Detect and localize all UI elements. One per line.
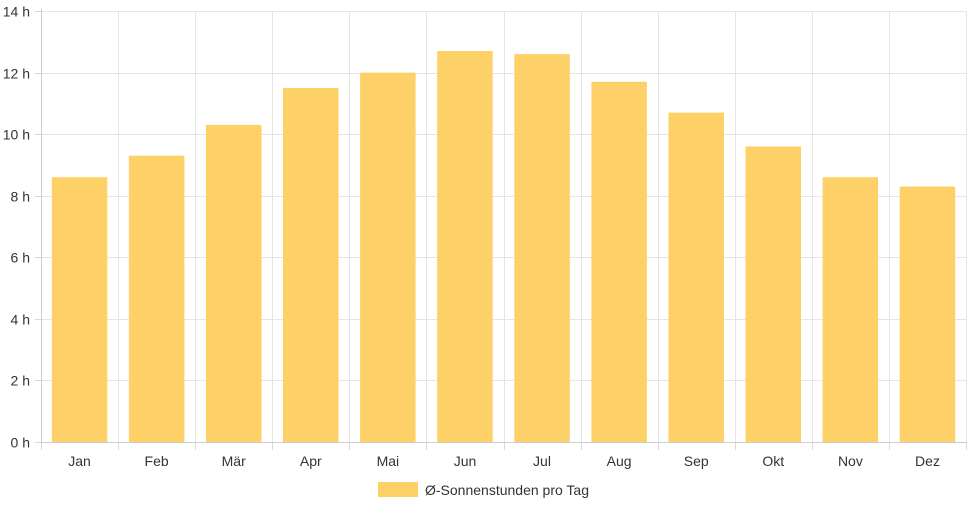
x-tick-label: Dez <box>915 453 940 469</box>
y-axis-ticks: 0 h 2 h 4 h 6 h 8 h 10 h 12 h 14 h <box>3 4 41 451</box>
x-tick-label: Aug <box>607 453 632 469</box>
x-tick-label: Apr <box>300 453 322 469</box>
bar-jun <box>437 51 493 442</box>
bar-aug <box>591 81 647 443</box>
bar-okt <box>745 146 801 442</box>
legend[interactable]: Ø-Sonnenstunden pro Tag <box>378 482 589 498</box>
x-tick-label: Sep <box>684 453 709 469</box>
y-tick-label: 8 h <box>11 189 30 205</box>
bar-dez <box>899 186 956 442</box>
y-tick-label: 10 h <box>3 127 30 143</box>
bar-nov <box>822 177 879 442</box>
x-tick-label: Feb <box>145 453 169 469</box>
y-tick-label: 4 h <box>11 312 30 328</box>
bar-mai <box>360 72 416 442</box>
bar-mär <box>206 124 262 443</box>
x-axis-ticks: Jan Feb Mär Apr Mai Jun Jul Aug Sep Okt Nov Dez <box>68 453 940 469</box>
x-tick-label: Jul <box>533 453 551 469</box>
x-tick-label: Jan <box>68 453 91 469</box>
bar-apr <box>283 88 339 442</box>
bar-sep <box>668 112 724 442</box>
bars <box>51 51 956 443</box>
y-tick-label: 2 h <box>11 373 30 389</box>
x-tick-label: Jun <box>454 453 477 469</box>
y-tick-label: 6 h <box>11 250 30 266</box>
x-tick-label: Mär <box>222 453 246 469</box>
x-tick-label: Nov <box>838 453 863 469</box>
x-tick-label: Okt <box>762 453 784 469</box>
y-tick-label: 0 h <box>11 435 30 451</box>
bar-jul <box>514 54 570 442</box>
legend-swatch[interactable] <box>378 482 418 497</box>
grid-lines <box>41 11 967 442</box>
bar-jan <box>51 177 108 442</box>
legend-label[interactable]: Ø-Sonnenstunden pro Tag <box>425 482 589 498</box>
bar-feb <box>128 155 185 442</box>
y-tick-label: 12 h <box>3 66 30 82</box>
x-tick-label: Mai <box>377 453 400 469</box>
axes <box>41 9 967 450</box>
y-tick-label: 14 h <box>3 4 30 20</box>
